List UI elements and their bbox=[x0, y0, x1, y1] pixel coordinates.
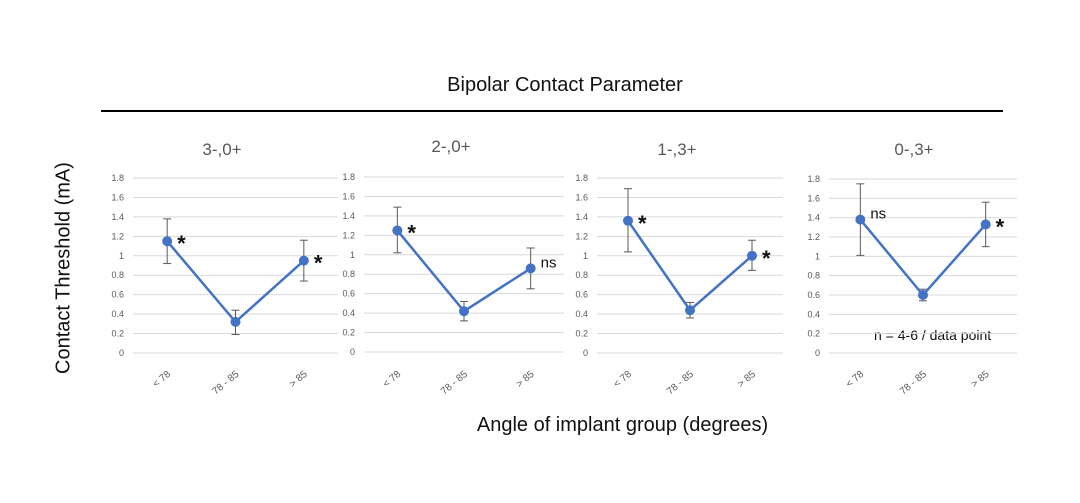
chart-main-title: Bipolar Contact Parameter bbox=[447, 74, 683, 96]
y-tick-label: 1.8 bbox=[575, 173, 588, 183]
data-point bbox=[623, 215, 633, 226]
data-point bbox=[230, 316, 241, 327]
y-tick-label: 1 bbox=[583, 251, 588, 261]
y-tick-label: 0.8 bbox=[111, 270, 124, 280]
y-tick-label: 1.6 bbox=[342, 191, 355, 201]
y-tick-label: 0 bbox=[350, 347, 355, 357]
y-tick-label: 1.8 bbox=[342, 172, 355, 182]
y-tick-label: 1.4 bbox=[807, 213, 820, 223]
significance-marker: * bbox=[177, 231, 186, 256]
y-tick-label: 1 bbox=[815, 251, 820, 261]
significance-marker: * bbox=[996, 214, 1005, 239]
y-tick-label: 1 bbox=[350, 250, 355, 260]
x-tick-label: < 78 bbox=[381, 369, 404, 390]
x-tick-label: 78 - 85 bbox=[898, 369, 929, 398]
x-axis-label: Angle of implant group (degrees) bbox=[476, 414, 769, 436]
x-tick-label: < 78 bbox=[844, 369, 867, 390]
x-tick-label: 78 - 85 bbox=[211, 369, 242, 398]
data-point bbox=[298, 255, 309, 266]
panel-title: 0-,3+ bbox=[894, 140, 933, 159]
x-tick-label: > 85 bbox=[736, 369, 759, 390]
data-point bbox=[459, 306, 469, 317]
x-tick-label: < 78 bbox=[151, 369, 174, 390]
data-point bbox=[525, 263, 536, 274]
y-tick-label: 0.6 bbox=[342, 289, 355, 299]
y-tick-label: 0.4 bbox=[807, 309, 820, 319]
x-tick-label: < 78 bbox=[612, 369, 635, 390]
x-tick-label: > 85 bbox=[514, 369, 537, 390]
y-tick-label: 0.2 bbox=[111, 329, 124, 339]
title-underline bbox=[101, 110, 1003, 112]
y-tick-label: 1.8 bbox=[807, 174, 820, 184]
y-tick-label: 1.2 bbox=[342, 230, 355, 240]
y-tick-label: 0.8 bbox=[342, 269, 355, 279]
x-tick-label: 78 - 85 bbox=[665, 369, 696, 398]
y-tick-label: 1.6 bbox=[807, 193, 820, 203]
series-line bbox=[626, 220, 753, 313]
data-point bbox=[685, 305, 695, 316]
data-point bbox=[392, 225, 403, 236]
y-tick-label: 0.2 bbox=[575, 329, 588, 339]
y-tick-label: 1.8 bbox=[111, 173, 124, 183]
y-tick-label: 0 bbox=[815, 348, 820, 358]
significance-marker: * bbox=[638, 211, 647, 236]
data-point bbox=[162, 236, 173, 247]
y-tick-label: 0.8 bbox=[807, 271, 820, 281]
y-tick-label: 0.6 bbox=[807, 290, 820, 300]
significance-marker: * bbox=[314, 251, 323, 276]
y-tick-label: 1.4 bbox=[111, 212, 124, 222]
y-tick-label: 0.6 bbox=[111, 290, 124, 300]
y-tick-label: 0.6 bbox=[575, 290, 588, 300]
series-line bbox=[859, 218, 987, 297]
panel-title: 2-,0+ bbox=[431, 137, 470, 156]
y-tick-label: 1.2 bbox=[807, 232, 820, 242]
y-tick-label: 1.4 bbox=[342, 211, 355, 221]
y-tick-label: 0 bbox=[583, 348, 588, 358]
series-line bbox=[396, 229, 532, 313]
data-point bbox=[855, 214, 866, 225]
significance-marker: * bbox=[762, 246, 771, 271]
y-tick-label: 0.2 bbox=[807, 329, 820, 339]
y-tick-label: 0.2 bbox=[342, 328, 355, 338]
not-significant-label: ns bbox=[870, 206, 886, 223]
panel-title: 1-,3+ bbox=[657, 140, 696, 159]
y-tick-label: 0.4 bbox=[111, 309, 124, 319]
y-tick-label: 1 bbox=[119, 251, 124, 261]
x-tick-label: > 85 bbox=[969, 369, 992, 390]
panel-title: 3-,0+ bbox=[202, 140, 241, 159]
data-point bbox=[918, 290, 928, 300]
y-tick-label: 0.4 bbox=[342, 308, 355, 318]
y-tick-label: 1.2 bbox=[575, 231, 588, 241]
y-tick-label: 1.2 bbox=[111, 231, 124, 241]
y-tick-label: 0.4 bbox=[575, 309, 588, 319]
y-tick-label: 1.6 bbox=[575, 192, 588, 202]
not-significant-label: ns bbox=[541, 254, 557, 271]
y-tick-label: 0 bbox=[119, 348, 124, 358]
x-tick-label: > 85 bbox=[288, 369, 311, 390]
significance-marker: * bbox=[407, 220, 416, 245]
data-point bbox=[747, 250, 757, 261]
y-tick-label: 0.8 bbox=[575, 270, 588, 280]
x-tick-label: 78 - 85 bbox=[439, 369, 470, 398]
sample-size-note: n = 4-6 / data point bbox=[874, 327, 992, 343]
y-tick-label: 1.4 bbox=[575, 212, 588, 222]
y-tick-label: 1.6 bbox=[111, 192, 124, 202]
data-point bbox=[980, 219, 991, 230]
